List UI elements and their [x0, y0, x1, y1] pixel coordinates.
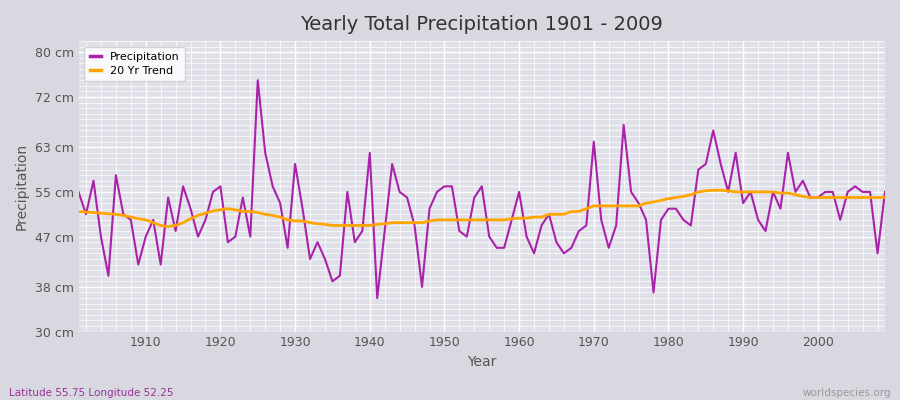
Text: Latitude 55.75 Longitude 52.25: Latitude 55.75 Longitude 52.25	[9, 388, 174, 398]
20 Yr Trend	[349, 223, 360, 228]
Text: worldspecies.org: worldspecies.org	[803, 388, 891, 398]
20 Yr Trend	[708, 188, 719, 193]
Precipitation	[879, 190, 890, 194]
Precipitation	[73, 190, 84, 194]
20 Yr Trend	[611, 204, 622, 208]
20 Yr Trend	[521, 216, 532, 220]
Line: Precipitation: Precipitation	[78, 80, 885, 298]
Title: Yearly Total Precipitation 1901 - 2009: Yearly Total Precipitation 1901 - 2009	[301, 15, 663, 34]
Precipitation	[133, 262, 144, 267]
20 Yr Trend	[514, 216, 525, 220]
20 Yr Trend	[879, 195, 890, 200]
20 Yr Trend	[163, 224, 174, 229]
Precipitation	[521, 234, 532, 239]
Precipitation	[618, 122, 629, 127]
Precipitation	[349, 240, 360, 245]
X-axis label: Year: Year	[467, 355, 497, 369]
20 Yr Trend	[304, 220, 315, 225]
Legend: Precipitation, 20 Yr Trend: Precipitation, 20 Yr Trend	[84, 47, 185, 81]
Line: 20 Yr Trend: 20 Yr Trend	[78, 190, 885, 226]
Precipitation	[372, 296, 382, 300]
20 Yr Trend	[133, 216, 144, 221]
Y-axis label: Precipitation: Precipitation	[15, 143, 29, 230]
Precipitation	[528, 251, 539, 256]
20 Yr Trend	[73, 209, 84, 214]
Precipitation	[304, 256, 315, 261]
Precipitation	[252, 78, 263, 83]
